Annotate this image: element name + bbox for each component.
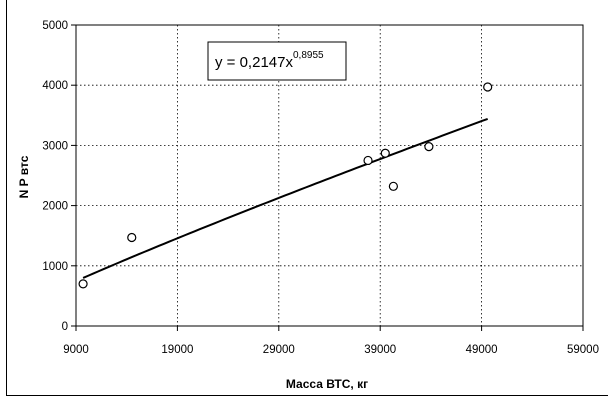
x-tick-label: 9000 [63,344,89,356]
trendline-group [82,117,489,279]
data-point [380,148,390,158]
equation-exponent: 0,8955 [293,50,324,61]
y-tick-label: 2000 [42,201,68,213]
data-point [388,181,398,191]
y-tick-label: 4000 [42,80,68,92]
data-point [363,155,373,166]
gridlines [76,25,583,326]
x-tick-label: 59000 [567,344,599,356]
y-tick-label: 3000 [42,140,68,152]
equation-base: y = 0,2147x [215,54,293,71]
axes [71,24,584,331]
x-tick-label: 19000 [161,344,193,356]
tick-labels: 0 1000 2000 3000 4000 5000 9000 19000 29000 39000… [42,20,599,356]
x-tick-label: 49000 [466,344,498,356]
equation-label: y = 0,2147x0,8955 [207,41,347,81]
x-tick-label: 39000 [364,344,396,356]
y-axis-title: N P втс [17,155,31,198]
y-tick-label: 0 [62,321,68,333]
data-point [424,142,434,152]
y-tick-label: 1000 [42,261,68,273]
equation-text: y = 0,2147x0,8955 [215,50,324,71]
data-point [483,82,493,92]
equation-box [207,41,347,81]
trendline [82,117,489,279]
data-points [78,82,493,289]
data-point [78,279,88,289]
x-tick-label: 29000 [263,344,295,356]
x-axis-title: Масса ВТС, кг [286,377,368,391]
y-tick-label: 5000 [42,20,68,32]
plot-area-border [75,24,584,327]
data-point [127,232,137,243]
